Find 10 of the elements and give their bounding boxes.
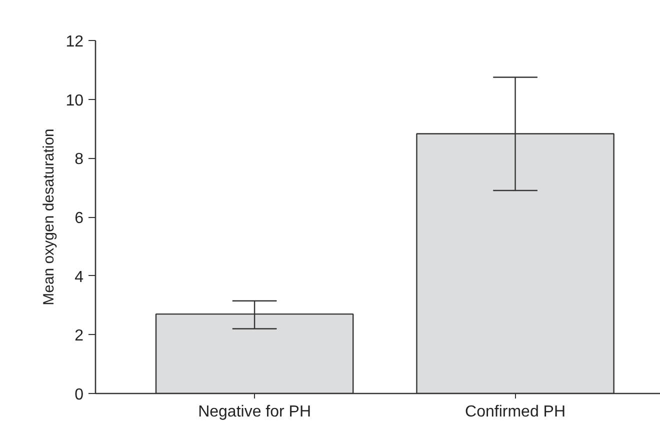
y-tick-label: 12	[66, 34, 84, 50]
y-tick-label: 8	[74, 151, 84, 168]
y-tick-label: 0	[74, 386, 84, 404]
x-tick-label: Negative for PH	[198, 404, 312, 420]
y-tick-label: 2	[74, 328, 84, 345]
y-tick-label: 10	[66, 92, 84, 110]
y-tick-label: 4	[74, 268, 84, 286]
x-tick-label: Confirmed PH	[465, 404, 566, 420]
y-tick-label: 6	[74, 210, 84, 227]
y-axis-title: Mean oxygen desaturation	[40, 128, 58, 306]
